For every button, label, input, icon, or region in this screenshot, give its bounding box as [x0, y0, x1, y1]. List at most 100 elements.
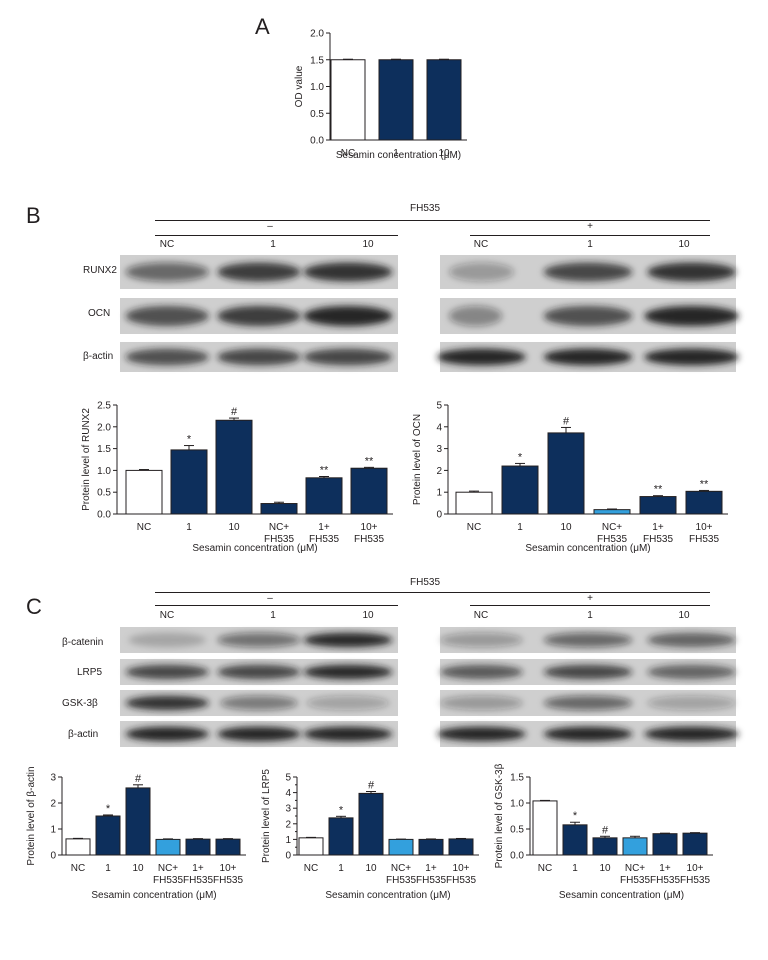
significance-mark: #	[231, 406, 238, 418]
bar	[378, 59, 414, 141]
y-axis-label: Protein level of LRP5	[261, 769, 272, 863]
x-tick-label: FH535	[309, 534, 339, 545]
y-tick-label: 0.5	[510, 825, 524, 836]
significance-mark: #	[135, 773, 142, 785]
bar	[426, 59, 462, 141]
y-tick-label: 1	[50, 825, 56, 836]
blot-label-lrp5: LRP5	[77, 667, 103, 678]
x-tick-label: FH535	[416, 875, 446, 886]
y-tick-label: 2.5	[97, 401, 111, 412]
bar	[305, 477, 343, 515]
significance-mark: **	[654, 484, 663, 496]
bar	[388, 838, 414, 856]
x-tick-label: 1	[338, 863, 344, 874]
y-tick-label: 1.0	[97, 466, 111, 477]
y-axis-label: Protein level of OCN	[412, 414, 423, 505]
y-tick-label: 0.0	[310, 136, 324, 147]
y-tick-label: 2	[50, 799, 56, 810]
y-tick-label: 0.5	[310, 109, 324, 120]
x-tick-label: FH535	[643, 534, 673, 545]
lane-label-10-b-right: 10	[678, 239, 690, 250]
bar	[215, 838, 241, 856]
bar	[592, 837, 618, 856]
significance-mark: #	[368, 780, 375, 792]
significance-mark: *	[518, 451, 523, 463]
y-tick-label: 4	[436, 422, 442, 433]
fh535-line-b	[155, 220, 710, 221]
y-tick-label: 0	[50, 851, 56, 862]
y-tick-label: 1.5	[310, 55, 324, 66]
bar	[532, 800, 558, 856]
bar	[95, 815, 121, 856]
x-axis-label: Sesamin concentration (μM)	[192, 543, 317, 554]
significance-mark: #	[602, 824, 609, 836]
y-tick-label: 2.0	[97, 422, 111, 433]
x-tick-label: 1	[393, 148, 399, 159]
bar	[125, 787, 151, 856]
blot-label-b-actin-c: β-actin	[68, 729, 99, 740]
blot-label-gsk3b: GSK-3β	[62, 698, 98, 709]
fh535-plus-b: +	[587, 221, 593, 232]
x-tick-label: NC	[341, 148, 355, 159]
y-tick-label: 1.0	[510, 799, 524, 810]
blot-label-ocn: OCN	[88, 308, 111, 319]
lane-label-10-c-right: 10	[678, 610, 690, 621]
blot-label-b-actin-b: β-actin	[83, 351, 114, 362]
x-axis-label: Sesamin concentration (μM)	[325, 890, 450, 901]
bar	[652, 833, 678, 856]
x-tick-label: 1	[572, 863, 578, 874]
minus-line-b	[155, 235, 398, 236]
y-tick-label: 1.0	[310, 82, 324, 93]
x-tick-label: 10+	[361, 522, 378, 533]
y-axis-label: Protein level of RUNX2	[81, 408, 92, 511]
y-tick-label: 0.0	[97, 510, 111, 521]
fh535-title-c: FH535	[409, 577, 441, 588]
bar	[639, 496, 677, 515]
x-tick-label: FH535	[650, 875, 680, 886]
fh535-plus-c: +	[587, 593, 593, 604]
x-tick-label: NC+	[625, 863, 645, 874]
x-tick-label: NC+	[391, 863, 411, 874]
x-tick-label: 10	[438, 148, 450, 159]
bar	[358, 792, 384, 856]
y-tick-label: 4	[285, 788, 291, 799]
x-tick-label: 10	[228, 522, 240, 533]
x-tick-label: 1	[517, 522, 523, 533]
bar	[622, 837, 648, 856]
x-tick-label: FH535	[597, 534, 627, 545]
x-tick-label: 10+	[696, 522, 713, 533]
x-axis-label: Sesamin concentration (μM)	[559, 890, 684, 901]
lane-label-1-b-right: 1	[587, 239, 593, 250]
x-tick-label: NC+	[602, 522, 622, 533]
y-tick-label: 2	[436, 466, 442, 477]
bar	[350, 467, 388, 515]
x-tick-label: NC	[304, 863, 318, 874]
y-tick-label: 1	[436, 488, 442, 499]
significance-mark: *	[339, 804, 344, 816]
x-tick-label: 10	[599, 863, 611, 874]
lane-label-10-c-left: 10	[362, 610, 374, 621]
bar	[593, 509, 631, 515]
x-tick-label: 10+	[687, 863, 704, 874]
blot-label-b-catenin: β-catenin	[62, 637, 104, 648]
x-tick-label: 10+	[453, 863, 470, 874]
x-tick-label: FH535	[213, 875, 243, 886]
significance-mark: #	[563, 415, 570, 427]
x-tick-label: FH535	[386, 875, 416, 886]
bar	[260, 503, 298, 515]
chart-C-GSK-3b: 0.00.51.01.5NC*1#10 NC+FH5351+FH53510+FH5…	[494, 763, 713, 901]
bar	[330, 59, 366, 141]
x-tick-label: FH535	[446, 875, 476, 886]
y-tick-label: 0.5	[97, 488, 111, 499]
x-tick-label: NC+	[269, 522, 289, 533]
lane-label-nc-b-left: NC	[159, 239, 175, 250]
x-tick-label: NC	[137, 522, 151, 533]
x-axis-label: Sesamin concentration (μM)	[91, 890, 216, 901]
bar	[65, 838, 91, 856]
bar	[682, 832, 708, 856]
fh535-title-b: FH535	[409, 203, 441, 214]
y-tick-label: 1.5	[97, 444, 111, 455]
